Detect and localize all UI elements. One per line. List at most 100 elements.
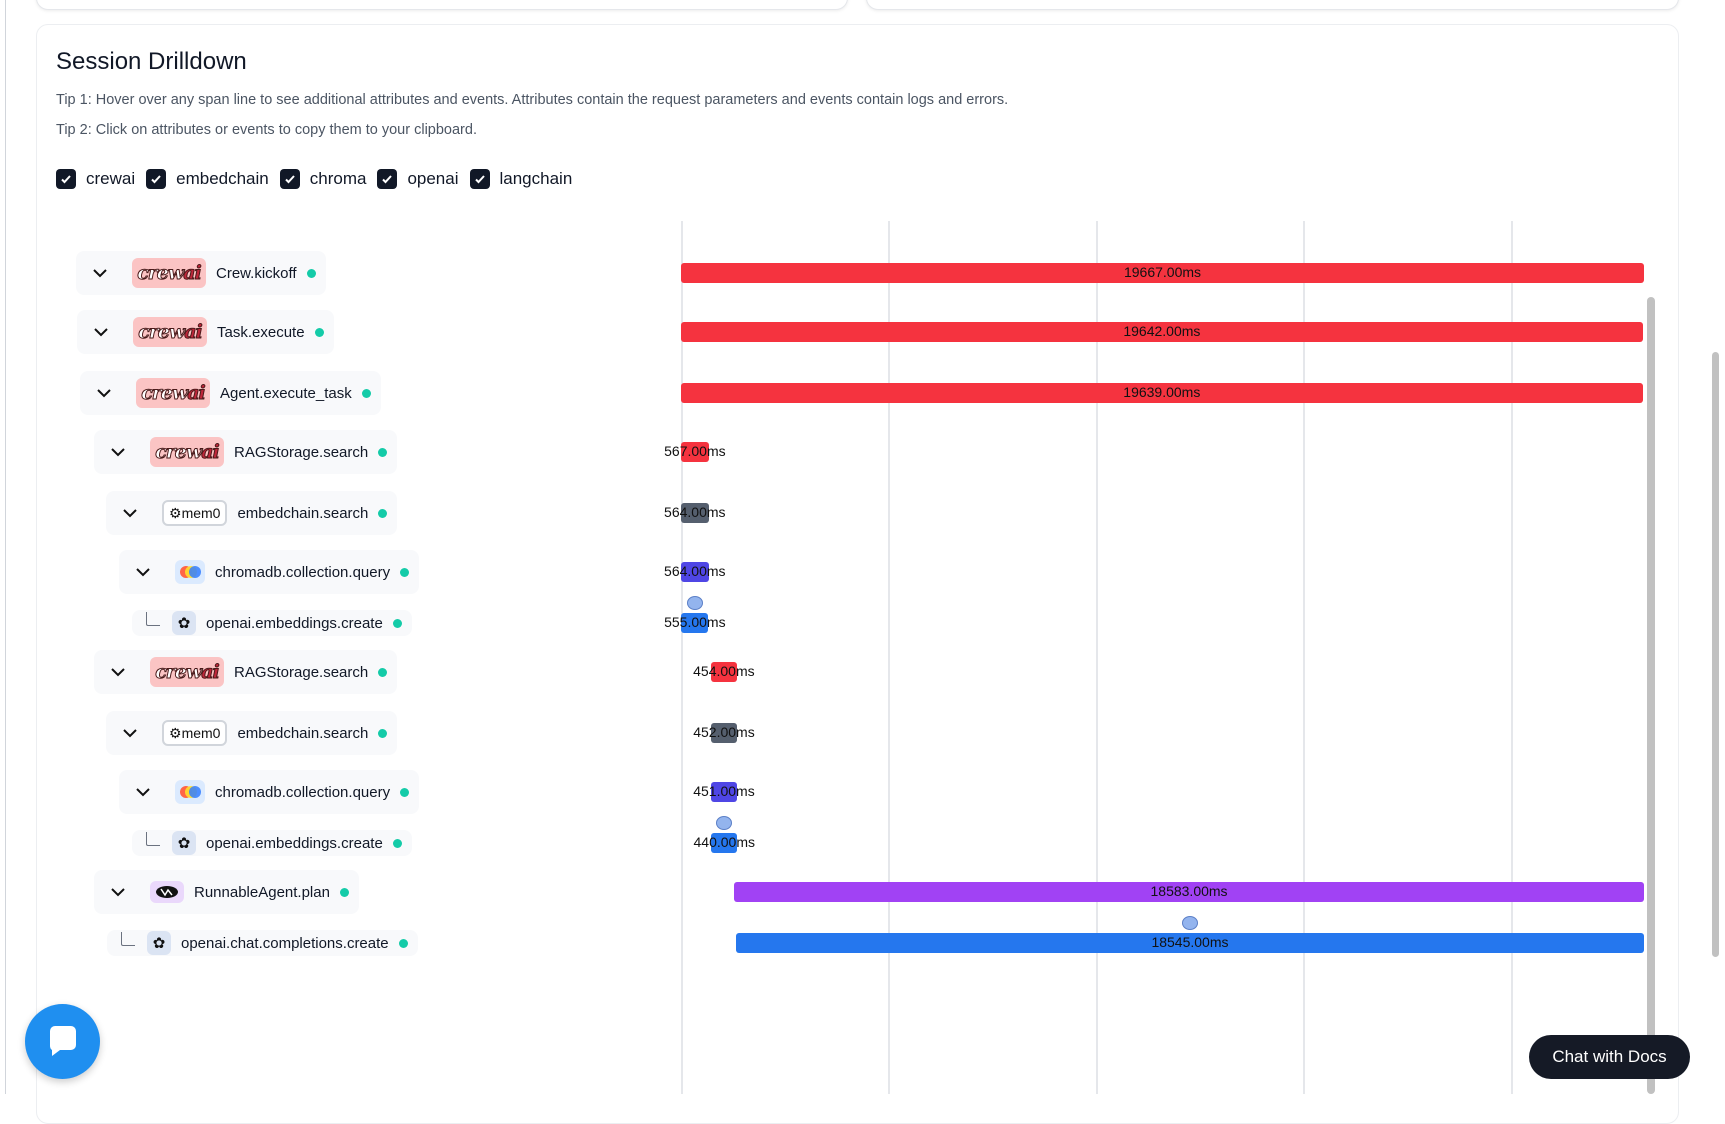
status-dot <box>400 787 410 797</box>
span-row[interactable]: chromadb.collection.query <box>119 550 420 594</box>
duration-label: 19642.00ms <box>1123 323 1201 339</box>
chroma-logo-icon <box>175 780 205 804</box>
expand-toggle[interactable] <box>106 660 130 684</box>
span-row[interactable]: crew ai Crew.kickoff <box>76 251 326 295</box>
chevron-down-icon <box>93 269 107 278</box>
expand-toggle[interactable] <box>106 880 130 904</box>
checkbox[interactable] <box>377 169 398 189</box>
grid-line <box>1511 221 1513 1094</box>
expand-toggle[interactable] <box>89 320 113 344</box>
status-dot <box>398 938 408 948</box>
check-icon <box>382 175 393 184</box>
span-bar[interactable] <box>710 723 737 743</box>
expand-toggle[interactable] <box>106 440 130 464</box>
chroma-logo-icon <box>175 560 205 584</box>
span-bar[interactable] <box>681 562 709 582</box>
tip-2: Tip 2: Click on attributes or events to … <box>56 122 477 138</box>
duration-label: 19639.00ms <box>1123 384 1201 400</box>
span-row[interactable]: crew ai Agent.execute_task <box>80 371 381 415</box>
filter-openai[interactable]: openai <box>377 169 459 189</box>
span-row[interactable]: crew ai Task.execute <box>77 310 334 354</box>
span-bar[interactable] <box>681 503 709 523</box>
span-name: chromadb.collection.query <box>215 783 391 801</box>
grid-line <box>681 221 683 1094</box>
duration-label: 564.00ms <box>664 504 726 520</box>
span-bar[interactable] <box>681 322 1643 342</box>
status-dot <box>339 887 349 897</box>
mem0-label: mem0 <box>181 505 221 521</box>
check-icon <box>61 175 71 184</box>
mem0-logo-icon: ⚙ mem0 <box>162 720 228 746</box>
chevron-down-icon <box>97 389 111 398</box>
span-name: embedchain.search <box>237 724 369 742</box>
span-bar[interactable] <box>710 662 737 682</box>
span-name: Crew.kickoff <box>216 264 297 282</box>
event-marker-icon[interactable] <box>686 596 703 610</box>
chat-with-docs-button[interactable]: Chat with Docs <box>1529 1035 1690 1079</box>
chat-bubble-icon <box>49 1025 76 1056</box>
status-dot <box>392 838 402 848</box>
span-row[interactable]: RunnableAgent.plan <box>94 870 359 914</box>
page-scrollbar[interactable] <box>1712 352 1719 957</box>
span-name: openai.embeddings.create <box>206 834 383 852</box>
crewai-logo-icon: crew ai <box>150 657 224 687</box>
span-row[interactable]: ✿ openai.embeddings.create <box>132 830 412 856</box>
chevron-down-icon <box>136 788 150 797</box>
span-name: RunnableAgent.plan <box>194 883 330 901</box>
span-bar[interactable] <box>735 933 1644 953</box>
checkbox[interactable] <box>146 169 167 189</box>
span-bar[interactable] <box>681 442 709 462</box>
timeline-scrollbar[interactable] <box>1647 297 1655 1094</box>
chat-widget-button[interactable] <box>25 1004 100 1079</box>
span-name: openai.embeddings.create <box>206 614 383 632</box>
event-marker-icon[interactable] <box>1181 916 1198 930</box>
span-row[interactable]: ⚙ mem0 embedchain.search <box>106 711 398 755</box>
duration-label: 18583.00ms <box>1150 883 1228 899</box>
checkbox[interactable] <box>56 169 76 189</box>
check-icon <box>285 175 295 184</box>
sidebar-edge <box>0 0 6 1094</box>
openai-logo-icon: ✿ <box>172 831 196 855</box>
expand-toggle[interactable] <box>118 721 142 745</box>
status-dot <box>400 567 410 577</box>
checkbox[interactable] <box>279 169 300 189</box>
span-bar[interactable] <box>734 882 1644 902</box>
span-row[interactable]: crew ai RAGStorage.search <box>94 430 398 474</box>
tree-connector <box>146 612 160 626</box>
filter-langchain[interactable]: langchain <box>469 169 572 189</box>
status-dot <box>378 447 388 457</box>
span-bar[interactable] <box>710 782 737 802</box>
langchain-logo-icon <box>150 881 184 903</box>
chevron-down-icon <box>111 888 125 897</box>
event-marker-icon[interactable] <box>716 816 733 830</box>
expand-toggle[interactable] <box>131 560 155 584</box>
duration-label: 440.00ms <box>693 834 755 850</box>
span-bar[interactable] <box>681 383 1643 403</box>
span-row[interactable]: ✿ openai.embeddings.create <box>132 610 412 636</box>
filter-embedchain[interactable]: embedchain <box>146 169 269 189</box>
span-row[interactable]: crew ai RAGStorage.search <box>94 650 398 694</box>
filter-chroma[interactable]: chroma <box>279 169 366 189</box>
filter-crewai[interactable]: crewai <box>56 169 135 189</box>
openai-logo-icon: ✿ <box>147 931 171 955</box>
span-bar[interactable] <box>711 833 738 853</box>
duration-label: 451.00ms <box>693 783 755 799</box>
chevron-down-icon <box>123 509 137 518</box>
chevron-down-icon <box>123 729 137 738</box>
span-row[interactable]: chromadb.collection.query <box>119 770 420 814</box>
span-row[interactable]: ⚙ mem0 embedchain.search <box>106 491 398 535</box>
span-row[interactable]: ✿ openai.chat.completions.create <box>107 930 418 956</box>
expand-toggle[interactable] <box>92 381 116 405</box>
duration-label: 452.00ms <box>693 724 755 740</box>
expand-toggle[interactable] <box>118 501 142 525</box>
chevron-down-icon <box>136 568 150 577</box>
expand-toggle[interactable] <box>131 780 155 804</box>
expand-toggle[interactable] <box>88 261 112 285</box>
filter-label: crewai <box>86 169 136 188</box>
chevron-down-icon <box>94 328 108 337</box>
span-bar[interactable] <box>681 613 709 633</box>
chevron-down-icon <box>111 668 125 677</box>
checkbox[interactable] <box>469 169 490 189</box>
status-dot <box>306 268 316 278</box>
span-bar[interactable] <box>681 263 1644 283</box>
